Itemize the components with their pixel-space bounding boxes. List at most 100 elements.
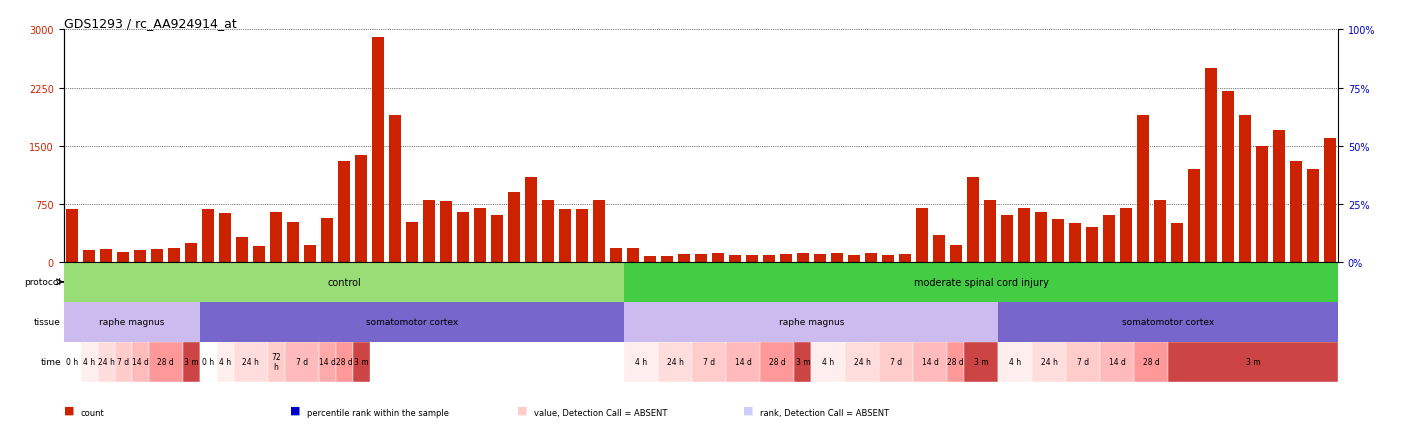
Bar (84, 251, 95, 262)
Bar (118, 252, 129, 262)
Text: GDS1293 / rc_AA924914_at: GDS1293 / rc_AA924914_at (64, 17, 236, 30)
Bar (1035, 212, 1046, 262)
Bar (627, 248, 639, 262)
Bar (967, 177, 978, 262)
Text: 28 d: 28 d (1143, 358, 1160, 366)
Bar (1307, 170, 1318, 262)
Text: 14 d: 14 d (132, 358, 149, 366)
Bar (64, 342, 81, 382)
Bar (353, 342, 370, 382)
Text: 24 h: 24 h (1041, 358, 1058, 366)
Bar (423, 201, 435, 262)
Text: 3 m: 3 m (974, 358, 988, 366)
Bar (285, 342, 319, 382)
Bar (1086, 227, 1097, 262)
Text: 14 d: 14 d (922, 358, 939, 366)
Bar (67, 210, 78, 262)
Bar (508, 193, 520, 262)
Bar (389, 115, 401, 262)
Bar (406, 222, 418, 262)
Bar (1205, 69, 1216, 262)
Bar (661, 256, 673, 262)
Bar (1324, 138, 1335, 262)
Text: somatomotor cortex: somatomotor cortex (1121, 318, 1215, 326)
Bar (811, 342, 845, 382)
Bar (304, 245, 316, 262)
Bar (882, 255, 893, 262)
Text: ■: ■ (64, 404, 74, 414)
Bar (200, 302, 624, 342)
Text: 24 h: 24 h (98, 358, 115, 366)
Bar (355, 156, 367, 262)
Bar (1256, 146, 1267, 262)
Bar (760, 342, 794, 382)
Bar (169, 249, 180, 262)
Bar (152, 249, 163, 262)
Bar (149, 342, 183, 382)
Bar (64, 262, 624, 302)
Text: 14 d: 14 d (735, 358, 752, 366)
Bar (624, 262, 1338, 302)
Text: 4 h: 4 h (84, 358, 95, 366)
Bar (98, 342, 115, 382)
Bar (624, 302, 998, 342)
Bar (712, 253, 724, 262)
Bar (440, 202, 452, 262)
Bar (491, 215, 503, 262)
Text: 3 m: 3 m (184, 358, 198, 366)
Bar (1168, 342, 1338, 382)
Text: rank, Detection Call = ABSENT: rank, Detection Call = ABSENT (760, 408, 889, 417)
Bar (729, 255, 741, 262)
Text: 0 h: 0 h (67, 358, 78, 366)
Bar (913, 342, 947, 382)
Bar (726, 342, 760, 382)
Bar (1290, 162, 1301, 262)
Text: 24 h: 24 h (667, 358, 684, 366)
Bar (1154, 201, 1165, 262)
Bar (998, 302, 1338, 342)
Bar (576, 210, 588, 262)
Bar (132, 342, 149, 382)
Bar (219, 214, 231, 262)
Bar (624, 342, 658, 382)
Text: 3 m: 3 m (1246, 358, 1260, 366)
Text: 3 m: 3 m (796, 358, 810, 366)
Text: 4 h: 4 h (636, 358, 647, 366)
Bar (338, 162, 350, 262)
Bar (831, 253, 843, 262)
Bar (658, 342, 692, 382)
Y-axis label: time: time (40, 358, 61, 366)
Text: ■: ■ (517, 404, 527, 414)
Text: 24 h: 24 h (854, 358, 871, 366)
Bar (1134, 342, 1168, 382)
Bar (234, 342, 268, 382)
Bar (1137, 115, 1148, 262)
Y-axis label: tissue: tissue (34, 318, 61, 326)
Text: percentile rank within the sample: percentile rank within the sample (307, 408, 449, 417)
Text: 0 h: 0 h (202, 358, 214, 366)
Text: 4 h: 4 h (219, 358, 231, 366)
Text: 72
h: 72 h (272, 352, 280, 372)
Bar (1188, 170, 1199, 262)
Bar (1032, 342, 1066, 382)
Bar (319, 342, 336, 382)
Bar (270, 212, 282, 262)
Bar (678, 255, 690, 262)
Bar (814, 254, 826, 262)
Bar (1239, 115, 1250, 262)
Bar (1222, 92, 1233, 262)
Bar (692, 342, 726, 382)
Bar (848, 255, 860, 262)
Text: raphe magnus: raphe magnus (779, 318, 844, 326)
Bar (780, 255, 792, 262)
Bar (217, 342, 234, 382)
Text: 28 d: 28 d (336, 358, 353, 366)
Bar (947, 342, 964, 382)
Bar (1066, 342, 1100, 382)
Bar (998, 342, 1032, 382)
Bar (610, 248, 622, 262)
Bar (964, 342, 998, 382)
Bar (1001, 216, 1012, 262)
Text: control: control (327, 277, 361, 287)
Bar (797, 254, 809, 262)
